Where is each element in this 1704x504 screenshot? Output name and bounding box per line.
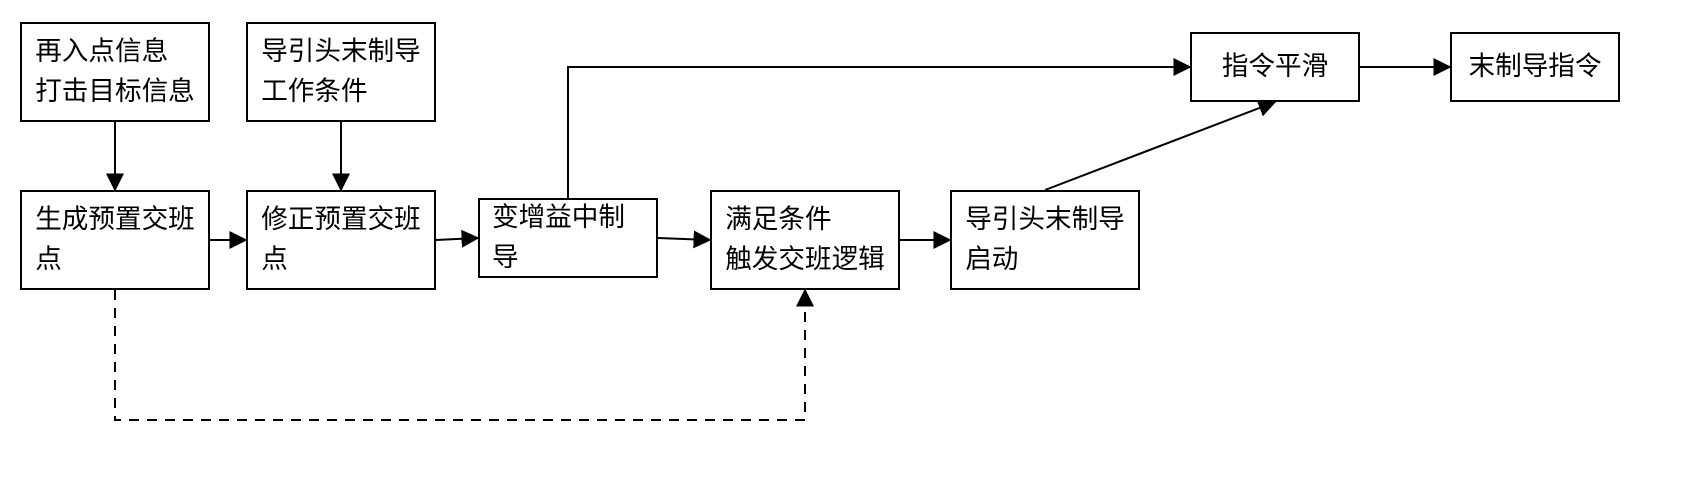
- edge: [436, 238, 478, 240]
- flowchart-canvas: 再入点信息 打击目标信息导引头末制导 工作条件生成预置交班 点修正预置交班 点变…: [0, 0, 1704, 504]
- edge: [568, 67, 1190, 198]
- node-n1: 再入点信息 打击目标信息: [20, 22, 210, 122]
- edge: [115, 290, 805, 420]
- node-label: 满足条件 触发交班逻辑: [725, 200, 885, 280]
- edge: [658, 238, 710, 240]
- node-n9: 末制导指令: [1450, 32, 1620, 102]
- node-n2: 导引头末制导 工作条件: [246, 22, 436, 122]
- node-label: 指令平滑: [1222, 47, 1328, 87]
- node-n5: 变增益中制导: [478, 198, 658, 278]
- node-label: 末制导指令: [1469, 47, 1602, 87]
- edge: [1045, 102, 1275, 190]
- node-label: 再入点信息 打击目标信息: [35, 32, 195, 112]
- node-n3: 生成预置交班 点: [20, 190, 210, 290]
- node-n4: 修正预置交班 点: [246, 190, 436, 290]
- node-n7: 导引头末制导 启动: [950, 190, 1140, 290]
- node-label: 生成预置交班 点: [35, 200, 195, 280]
- node-label: 导引头末制导 工作条件: [261, 32, 421, 112]
- node-n6: 满足条件 触发交班逻辑: [710, 190, 900, 290]
- node-n8: 指令平滑: [1190, 32, 1360, 102]
- node-label: 修正预置交班 点: [261, 200, 421, 280]
- node-label: 变增益中制导: [492, 198, 644, 278]
- node-label: 导引头末制导 启动: [965, 200, 1125, 280]
